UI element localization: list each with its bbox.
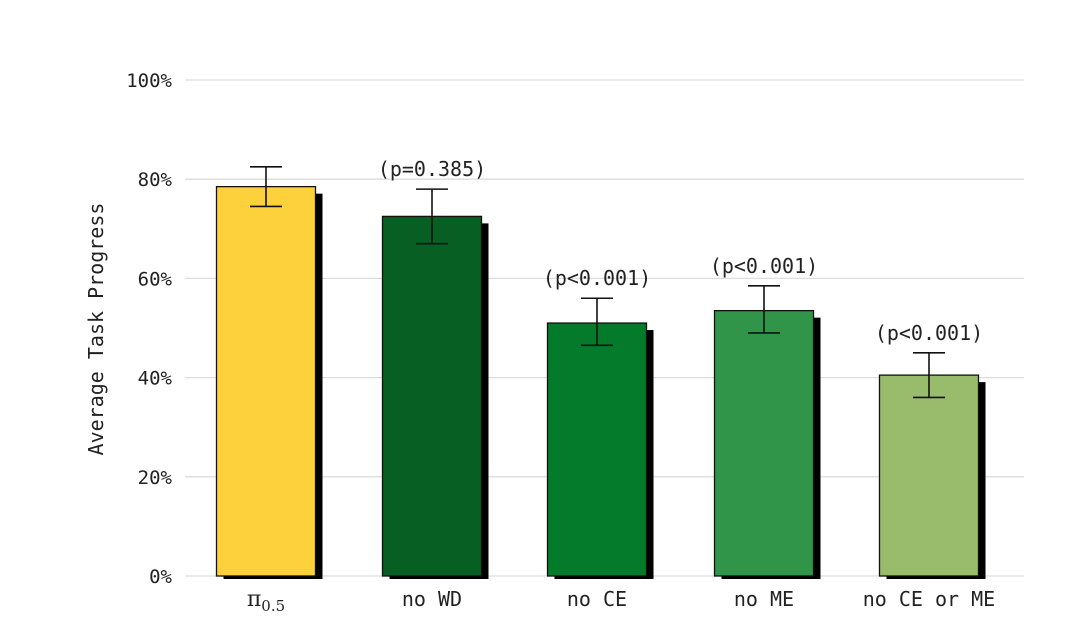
category-label: π0.5 bbox=[247, 587, 285, 615]
bar bbox=[215, 185, 317, 577]
category-label: no CE or ME bbox=[863, 587, 995, 611]
p-value-annotations: (p=0.385) (p<0.001) (p<0.001) (p<0.001) bbox=[378, 157, 983, 345]
error-bar bbox=[581, 297, 613, 347]
bar bbox=[878, 374, 980, 577]
y-tick-label: 0% bbox=[149, 566, 172, 588]
p-value-label: (p=0.385) bbox=[378, 157, 486, 181]
category-label: no ME bbox=[734, 587, 794, 611]
bar bbox=[713, 309, 815, 577]
p-value-label: (p<0.001) bbox=[875, 321, 983, 345]
error-bar bbox=[250, 166, 282, 208]
category-label: no CE bbox=[567, 587, 627, 611]
y-axis-label: Average Task Progress bbox=[84, 203, 108, 456]
y-tick-label: 20% bbox=[138, 467, 173, 489]
y-tick-label: 40% bbox=[138, 368, 173, 390]
y-tick-label: 100% bbox=[126, 70, 172, 92]
bar bbox=[546, 322, 648, 577]
y-tick-label: 80% bbox=[138, 169, 173, 191]
error-bar bbox=[416, 188, 448, 245]
category-labels: π0.5 no WD no CE no ME no CE or ME bbox=[247, 587, 995, 615]
error-bars bbox=[250, 166, 945, 399]
bar bbox=[381, 215, 483, 577]
bars bbox=[215, 185, 986, 579]
error-bar bbox=[913, 351, 945, 399]
category-label: no WD bbox=[402, 587, 462, 611]
error-bar bbox=[748, 285, 780, 334]
y-tick-label: 60% bbox=[138, 268, 173, 290]
p-value-label: (p<0.001) bbox=[543, 266, 651, 290]
y-tick-labels: 0% 20% 40% 60% 80% 100% bbox=[126, 70, 172, 588]
p-value-label: (p<0.001) bbox=[710, 254, 818, 278]
